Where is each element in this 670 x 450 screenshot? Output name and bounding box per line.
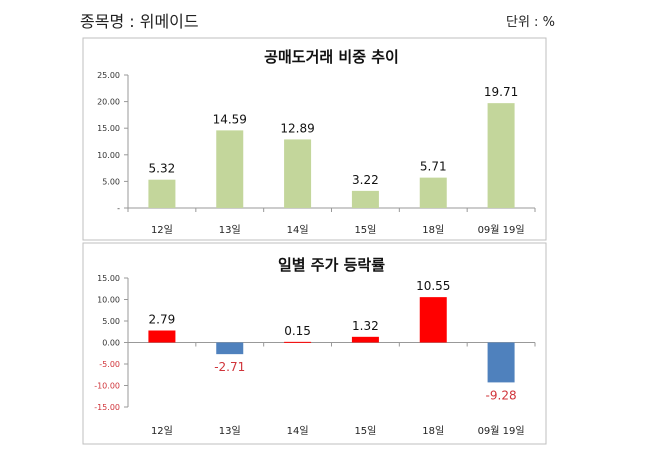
x-tick-label: 18일	[422, 425, 444, 437]
data-label: 0.15	[284, 324, 311, 338]
bar	[148, 179, 176, 208]
stock-name-label: 종목명 : 위메이드	[80, 12, 199, 31]
bar	[487, 103, 515, 208]
x-tick-label: 15일	[354, 425, 376, 437]
chart-frame	[82, 37, 547, 241]
y-tick-label: 15.00	[97, 124, 120, 133]
data-label: 1.32	[352, 319, 379, 333]
x-tick-label: 18일	[422, 224, 444, 236]
bar	[419, 177, 447, 208]
x-tick-label: 12일	[151, 425, 173, 437]
y-tick-label: 0.00	[102, 339, 120, 348]
y-tick-label: 10.00	[97, 151, 120, 160]
y-tick-label: 25.00	[97, 71, 120, 80]
data-label: 5.71	[420, 160, 447, 174]
x-tick-label: 15일	[354, 224, 376, 236]
bar	[216, 342, 244, 355]
bar	[487, 342, 515, 383]
data-label: 10.55	[416, 279, 450, 293]
y-tick-label: -5.00	[99, 360, 120, 369]
chart-title: 일별 주가 등락률	[278, 256, 385, 274]
y-tick-label: 5.00	[102, 177, 120, 186]
x-tick-label: 13일	[219, 224, 241, 236]
data-label: 19.71	[484, 85, 518, 99]
y-tick-label: -	[117, 204, 120, 213]
y-tick-label: -15.00	[94, 403, 120, 412]
x-tick-label: 13일	[219, 425, 241, 437]
bar	[148, 330, 176, 343]
x-tick-label: 14일	[287, 425, 309, 437]
data-label: 14.59	[213, 112, 247, 126]
y-tick-label: -10.00	[94, 382, 120, 391]
bar	[284, 341, 312, 343]
bar	[351, 336, 379, 343]
data-label: -2.71	[214, 360, 245, 374]
x-tick-label: 09월 19일	[478, 224, 525, 236]
y-tick-label: 5.00	[102, 317, 120, 326]
chart-frame	[82, 242, 547, 445]
data-label: -9.28	[486, 388, 517, 402]
bar	[351, 190, 379, 208]
y-tick-label: 15.00	[97, 274, 120, 283]
data-label: 12.89	[280, 121, 314, 135]
bar	[419, 297, 447, 343]
x-tick-label: 12일	[151, 224, 173, 236]
bar	[284, 139, 312, 208]
x-tick-label: 14일	[287, 224, 309, 236]
y-tick-label: 20.00	[97, 98, 120, 107]
data-label: 2.79	[149, 313, 176, 327]
bar	[216, 130, 244, 208]
y-tick-label: 10.00	[97, 296, 120, 305]
unit-label: 단위 : %	[506, 15, 555, 30]
chart-title: 공매도거래 비중 추이	[264, 48, 399, 66]
data-label: 5.32	[149, 162, 176, 176]
x-tick-label: 09월 19일	[478, 425, 525, 437]
data-label: 3.22	[352, 173, 379, 187]
